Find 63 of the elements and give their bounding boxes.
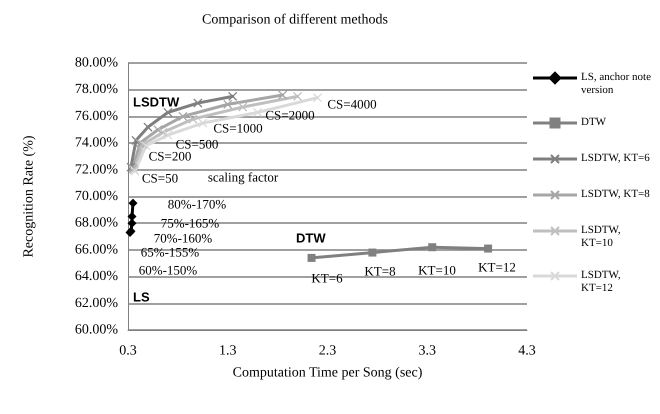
point — [238, 102, 248, 112]
legend-label: LSDTW, KT=12 — [581, 268, 622, 295]
annotation: CS=500 — [176, 136, 218, 152]
x-tick-label: 0.3 — [119, 344, 137, 358]
x-tick-label: 2.3 — [318, 344, 336, 358]
annotation: KT=12 — [478, 260, 516, 274]
x-tick-label: 1.3 — [219, 344, 236, 358]
point — [308, 254, 316, 262]
point — [428, 243, 436, 252]
annotation: CS=50 — [142, 170, 178, 186]
legend-label: LSDTW, KT=6 — [581, 151, 651, 165]
x-tick-label: 3.3 — [418, 344, 436, 358]
x-tick-label: 4.3 — [518, 344, 536, 358]
annotation: LSDTW — [133, 94, 180, 110]
legend-label: LSDTW, KT=8 — [581, 187, 651, 201]
annotation: 60%-150% — [138, 262, 198, 278]
point — [198, 118, 208, 128]
annotation: KT=6 — [311, 270, 344, 286]
y-tick-label: 74.00% — [74, 136, 118, 151]
point — [368, 248, 376, 257]
point — [278, 90, 288, 100]
annotation: DTW — [296, 230, 326, 246]
y-tick-label: 68.00% — [74, 216, 118, 231]
point — [193, 98, 202, 108]
legend-label: LS, anchor note version — [581, 70, 652, 97]
annotation: LS — [133, 290, 150, 304]
y-tick-label: 76.00% — [74, 108, 118, 124]
annotation: 75%-165% — [160, 216, 220, 230]
point — [141, 141, 150, 150]
annotation: CS=200 — [148, 148, 192, 164]
chart-title: Comparison of different methods — [202, 12, 388, 28]
point — [293, 92, 302, 101]
annotation: KT=10 — [418, 262, 456, 278]
y-tick-label: 78.00% — [74, 82, 118, 98]
y-tick-label: 62.00% — [74, 296, 118, 311]
point — [484, 244, 492, 253]
y-tick-label: 60.00% — [74, 322, 118, 338]
point — [313, 93, 322, 102]
annotation: 80%-170% — [168, 196, 226, 212]
y-tick-label: 70.00% — [74, 189, 118, 204]
annotation: scaling factor — [208, 170, 279, 184]
y-tick-label: 64.00% — [74, 269, 118, 284]
annotation: 70%-160% — [154, 230, 212, 246]
annotation: CS=2000 — [265, 108, 315, 122]
point — [163, 130, 172, 140]
legend-label: DTW — [581, 115, 608, 129]
point — [178, 112, 188, 121]
point — [188, 114, 198, 124]
y-tick-label: 72.00% — [74, 162, 118, 178]
point — [163, 108, 172, 117]
annotation: CS=4000 — [327, 96, 377, 112]
x-axis-title: Computation Time per Song (sec) — [232, 366, 423, 380]
point — [253, 108, 262, 117]
y-axis-title: Recognition Rate (%) — [22, 135, 36, 258]
y-tick-label: 80.00% — [74, 56, 118, 70]
annotation: KT=8 — [364, 264, 396, 278]
point — [223, 100, 232, 109]
annotation: CS=1000 — [213, 120, 263, 136]
annotation: 65%-155% — [140, 244, 200, 260]
y-tick-label: 66.00% — [74, 242, 118, 258]
point — [143, 122, 152, 132]
legend-label: LSDTW, KT=10 — [581, 223, 622, 250]
point — [228, 92, 238, 101]
